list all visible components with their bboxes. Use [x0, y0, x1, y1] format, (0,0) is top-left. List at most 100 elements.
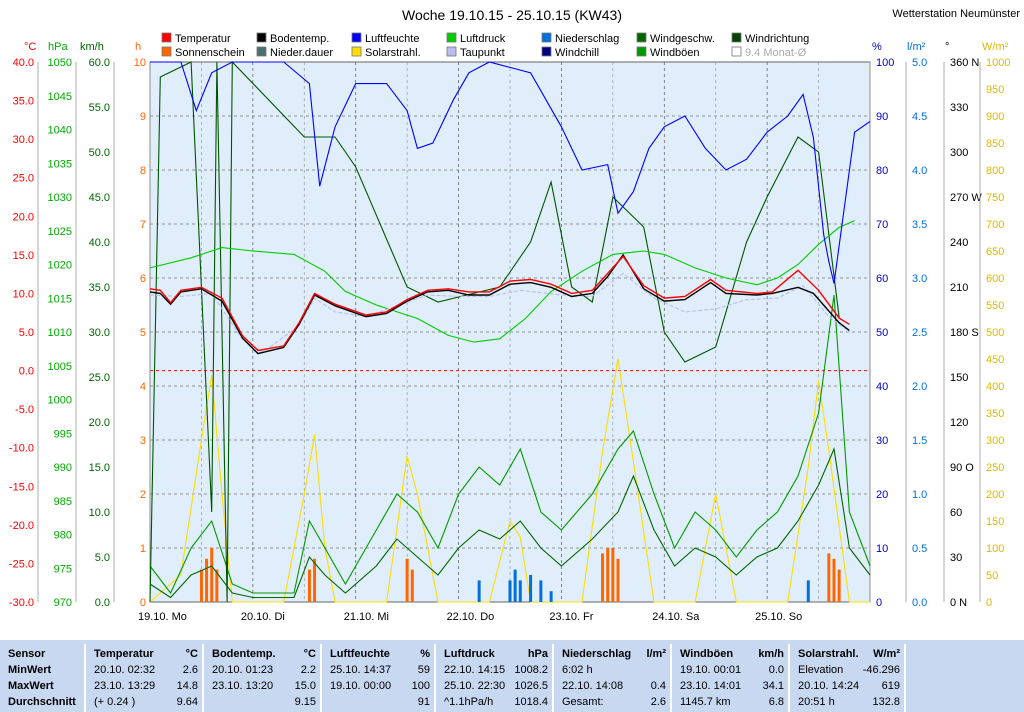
legend-swatch: [446, 46, 457, 57]
stats-cell-value: 2.6: [182, 664, 198, 676]
humidity-tick: 30: [876, 435, 888, 447]
sonnenschein-bar: [601, 553, 605, 602]
legend-label: 9.4 Monat-Ø: [745, 47, 807, 59]
stats-cell-value: 132.8: [872, 696, 900, 708]
solar-unit: W/m²: [982, 41, 1009, 53]
stats-cell-value: 1018.4: [514, 696, 548, 708]
pressure-tick: 1050: [48, 57, 72, 69]
windb-en-line: [149, 295, 871, 595]
solar-tick: 550: [986, 300, 1004, 312]
direction-tick: 60: [950, 507, 962, 519]
niederschlag-bar: [477, 580, 481, 602]
pressure-tick: 1045: [48, 91, 72, 103]
wind-tick: 15.0: [89, 462, 110, 474]
stats-cell-label: 20.10. 14:24: [798, 680, 860, 692]
solar-tick: 600: [986, 273, 1004, 285]
stats-cell-label: 22.10. 14:08: [562, 680, 624, 692]
temp-tick: -20.0: [9, 520, 34, 532]
humidity-tick: 90: [876, 111, 888, 123]
stats-unit: hPa: [527, 648, 548, 660]
legend-swatch: [541, 46, 552, 57]
stats-table: Sensor MinWert MaxWert Durchschnitt Temperat…: [0, 640, 1024, 712]
stats-cell-value: 100: [411, 680, 430, 692]
rain-unit: l/m²: [907, 41, 926, 53]
pressure-tick: 975: [54, 563, 72, 575]
direction-tick: 120: [950, 417, 968, 429]
sonnenschein-bar: [611, 548, 615, 602]
stats-cell-label: 23.10. 13:20: [212, 680, 274, 692]
stats-column: Luftfeuchte% 25.10. 14:37 59 19.10. 00:00 10…: [326, 644, 436, 712]
niederschlag-bar: [539, 580, 543, 602]
humidity-tick: 80: [876, 165, 888, 177]
rain-tick: 0.5: [912, 543, 927, 555]
stats-header: Luftfeuchte: [330, 648, 390, 660]
legend-swatch: [351, 32, 362, 43]
solarstrahl--line: [149, 358, 870, 603]
sonnenschein-bar: [405, 558, 409, 602]
direction-tick: 240: [950, 237, 968, 249]
solar-tick: 200: [986, 489, 1004, 501]
rain-tick: 3.5: [912, 219, 927, 231]
hours-tick: 6: [140, 273, 146, 285]
stats-cell-value: 34.1: [762, 680, 784, 692]
rain-tick: 0.0: [912, 597, 927, 609]
solar-tick: 300: [986, 435, 1004, 447]
stats-cell-label: ^1.1hPa/h: [444, 696, 494, 708]
solar-tick: 50: [986, 570, 998, 582]
sonnenschein-bar: [307, 569, 311, 602]
legend-swatch: [161, 32, 172, 43]
legend-swatch: [256, 46, 267, 57]
stats-cell-value: 9.15: [294, 696, 316, 708]
legend-swatch: [161, 46, 172, 57]
hours-tick: 1: [140, 543, 146, 555]
day-label: 23.10. Fr: [549, 611, 593, 623]
legend-swatch: [731, 32, 742, 43]
sonnenschein-bar: [832, 558, 836, 602]
sonnenschein-bar: [410, 569, 414, 602]
legend-label: Luftdruck: [460, 33, 506, 45]
pressure-tick: 970: [54, 597, 72, 609]
hours-tick: 7: [140, 219, 146, 231]
hours-tick: 0: [140, 597, 146, 609]
legend-swatch: [446, 32, 457, 43]
direction-tick: 0 N: [950, 597, 967, 609]
solar-tick: 850: [986, 138, 1004, 150]
stats-cell-value: 1008.2: [514, 664, 548, 676]
stats-header: Temperatur: [94, 648, 154, 660]
wind-tick: 55.0: [89, 102, 110, 114]
legend-label: Windrichtung: [745, 33, 809, 45]
niederschlag-bar: [549, 591, 553, 602]
temp-tick: 20.0: [13, 211, 34, 223]
rain-tick: 1.0: [912, 489, 927, 501]
stats-cell-label: 22.10. 14:15: [444, 664, 506, 676]
stats-unit: l/m²: [646, 648, 666, 660]
temp-tick: -25.0: [9, 558, 34, 570]
stats-header: Bodentemp.: [212, 648, 276, 660]
windrichtung-line: [149, 60, 840, 603]
solar-tick: 1000: [986, 57, 1010, 69]
hours-tick: 2: [140, 489, 146, 501]
stats-cell-value: -46.296: [862, 664, 900, 676]
legend-label: Solarstrahl.: [365, 47, 421, 59]
pressure-tick: 990: [54, 462, 72, 474]
niederschlag-bar: [508, 580, 512, 602]
rain-tick: 4.5: [912, 111, 927, 123]
stats-cell-value: 2.2: [300, 664, 316, 676]
solar-tick: 100: [986, 543, 1004, 555]
wind-tick: 40.0: [89, 237, 110, 249]
sonnenschein-bar: [199, 569, 203, 602]
stats-header: Windböen: [680, 648, 734, 660]
luftfeuchte-line: [150, 61, 871, 284]
pressure-tick: 1000: [48, 395, 72, 407]
stats-cell-value: 2.6: [650, 696, 666, 708]
weather-chart: Woche 19.10.15 - 25.10.15 (KW43) Wetterst…: [9, 7, 1020, 623]
solar-tick: 750: [986, 192, 1004, 204]
sonnenschein-bar: [606, 548, 610, 602]
sonnenschein-bar: [616, 558, 620, 602]
stats-header: Luftdruck: [444, 648, 495, 660]
direction-tick: 150: [950, 372, 968, 384]
stats-cell-label: 25.10. 22:30: [444, 680, 506, 692]
wind-tick: 60.0: [89, 57, 110, 69]
stats-cell-label: MinWert: [8, 664, 52, 676]
stats-column: Luftdruck hPa 22.10. 14:15 1008.2 25.10. 22:…: [440, 644, 554, 712]
